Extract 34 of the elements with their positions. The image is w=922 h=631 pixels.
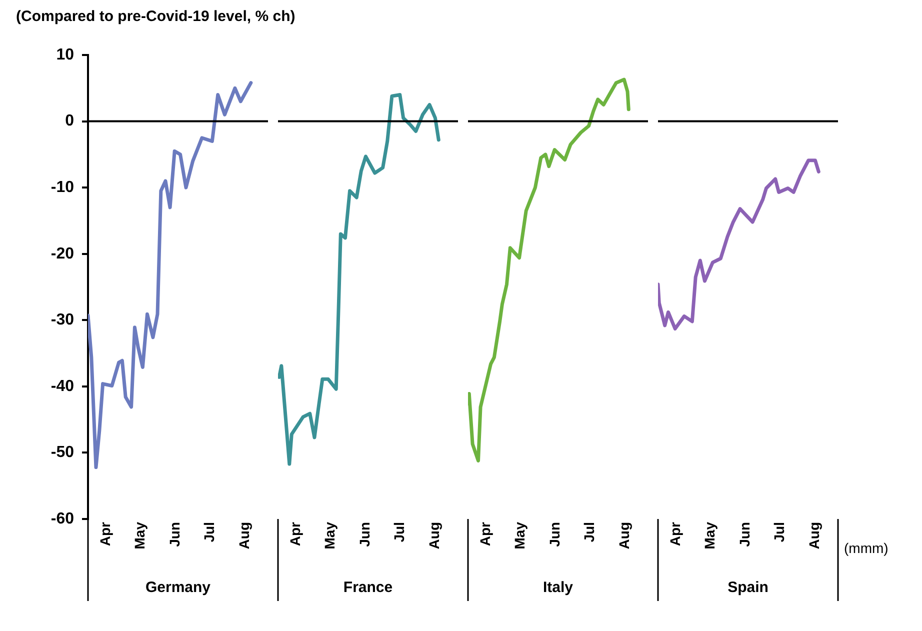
x-tick-label: Aug [236, 522, 252, 550]
x-tick-label: Apr [667, 521, 684, 546]
y-tick-label: -40 [50, 378, 74, 395]
x-tick-label: Jun [546, 522, 563, 547]
x-tick-label: Jul [580, 522, 597, 542]
text: (mmm) [844, 540, 888, 556]
y-tick-label: -60 [50, 510, 74, 528]
x-tick-label: Jul [770, 522, 787, 542]
x-axis-title: Germany [145, 579, 212, 596]
x-tick-label: May [511, 522, 528, 550]
x-tick-label: Apr [477, 521, 494, 546]
y-tick-label: -50 [50, 444, 74, 462]
y-tick-label: 0 [65, 112, 74, 130]
x-tick-label: Jun [166, 522, 183, 547]
x-axis-title: France [343, 579, 393, 596]
y-tick-label: -10 [50, 178, 74, 196]
x-tick-label: Jul [200, 522, 217, 542]
x-tick-label: Apr [97, 521, 114, 546]
y-tick-label: -30 [50, 312, 74, 329]
x-axis-title: Italy [542, 579, 574, 596]
x-tick-label: May [321, 522, 338, 550]
y-tick-label: -20 [50, 245, 74, 262]
x-tick-label: May [701, 522, 718, 550]
x-axis-title: Spain [728, 579, 768, 596]
chart-title: (Compared to pre-Covid-19 level, % ch) [16, 8, 296, 25]
x-tick-label: Jul [390, 522, 407, 542]
x-tick-label: Aug [616, 522, 632, 550]
x-tick-label: Jun [356, 522, 373, 547]
x-tick-label: Aug [806, 522, 822, 550]
x-tick-label: Jun [736, 522, 753, 547]
x-tick-label: Aug [426, 522, 442, 550]
y-tick-label: 10 [56, 46, 74, 64]
x-tick-label: Apr [287, 521, 304, 546]
x-tick-label: May [131, 522, 148, 550]
